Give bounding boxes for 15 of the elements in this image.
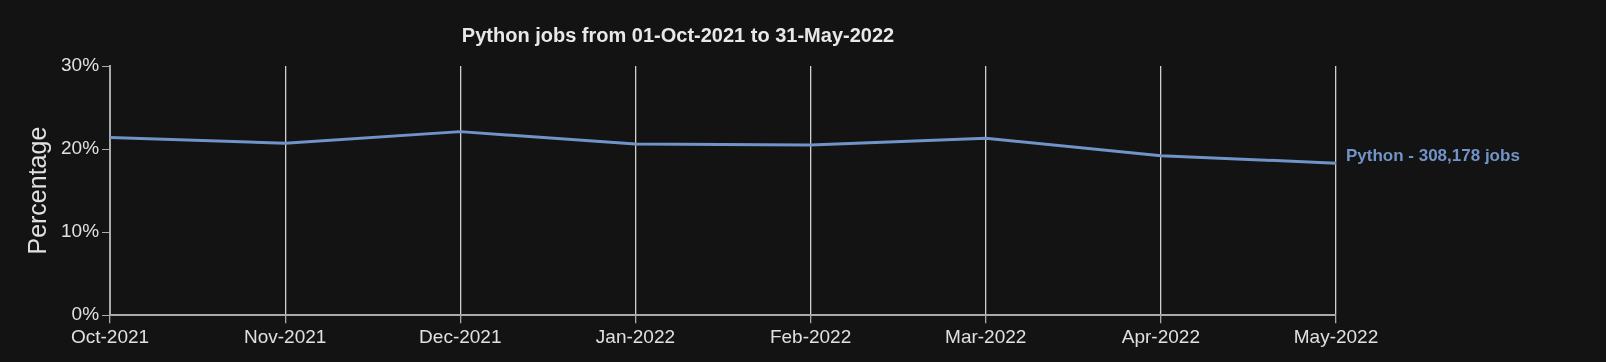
y-axis-title: Percentage: [22, 126, 51, 255]
x-tick-label: Feb-2022: [769, 325, 852, 347]
x-tick-label: Mar-2022: [945, 325, 1027, 347]
x-tick-label: Nov-2021: [243, 325, 327, 347]
y-tick-label: 20%: [61, 137, 100, 159]
x-tick-label: Oct-2021: [70, 325, 150, 347]
chart-title: Python jobs from 01-Oct-2021 to 31-May-2022: [461, 23, 895, 46]
y-tick-label: 30%: [61, 54, 100, 76]
y-tick-label: 0%: [71, 303, 100, 325]
y-tick-label: 10%: [61, 220, 100, 242]
series-label: Python - 308,178 jobs: [1346, 145, 1520, 165]
x-tick-label: Jan-2022: [595, 325, 676, 347]
x-tick-label: May-2022: [1293, 325, 1379, 347]
x-tick-label: Apr-2022: [1121, 325, 1200, 347]
x-tick-label: Dec-2021: [419, 325, 502, 347]
